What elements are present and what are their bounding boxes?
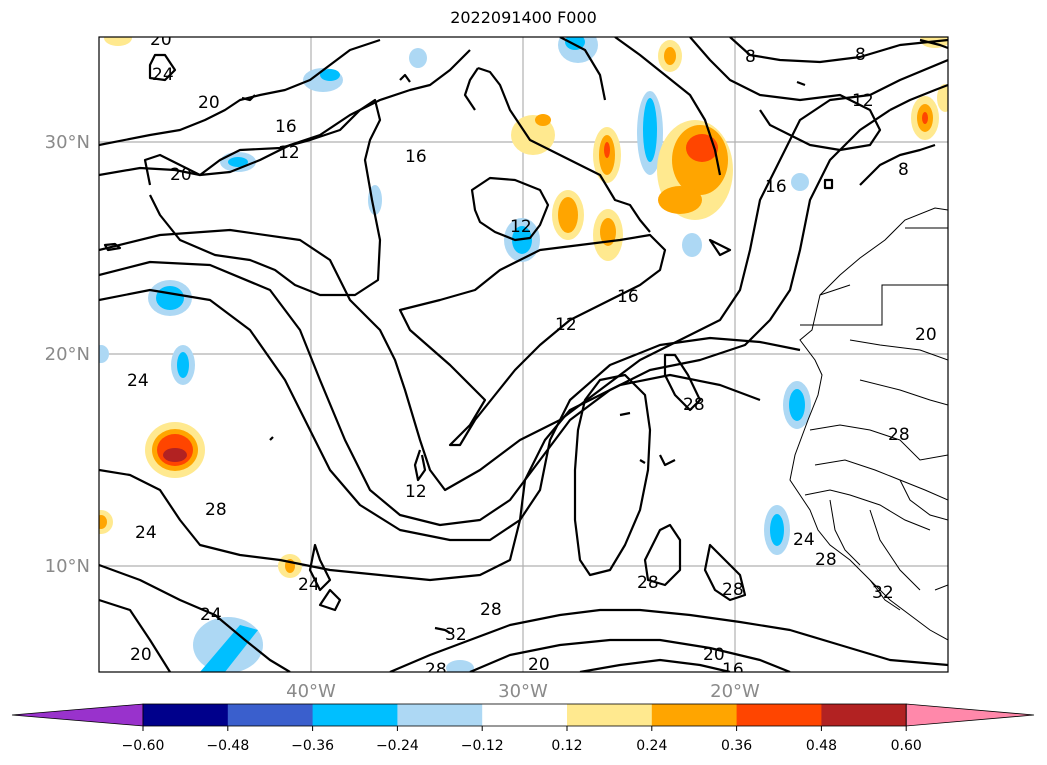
contour-label: 28: [888, 425, 910, 445]
colorbar-segment: [567, 704, 653, 726]
lon-label: 20°W: [710, 681, 760, 702]
colorbar-segment: [312, 704, 398, 726]
lat-label: 30°N: [45, 132, 90, 153]
colorbar-segment: [143, 704, 229, 726]
colorbar-outline: [142, 703, 907, 727]
lon-label: 30°W: [498, 681, 548, 702]
contour-label: 12: [278, 143, 300, 163]
contour-label: 16: [275, 117, 297, 137]
contour-label: 20: [528, 655, 550, 675]
colorbar-tick-label: 0.48: [806, 738, 837, 754]
contour-label: 20: [198, 93, 220, 113]
colorbar-tick-label: −0.48: [206, 738, 249, 754]
contour-label: 20: [150, 30, 172, 50]
contour-label: 28: [722, 580, 744, 600]
contour-label: 28: [425, 660, 447, 680]
contour-label-group: 20 24 20 16 12 20 16 12 16 8 8 12 8 16 1…: [127, 30, 937, 680]
contour-label: 16: [765, 177, 787, 197]
contour-label: 28: [637, 573, 659, 593]
coastlines: [789, 207, 948, 641]
colorbar-tick-label: −0.60: [122, 738, 165, 754]
contour-label: 12: [405, 482, 427, 502]
colorbar-tick-label: 0.60: [891, 738, 922, 754]
contour-label: 28: [480, 600, 502, 620]
colorbar-extend-low: [11, 703, 144, 727]
contour-label: 12: [555, 315, 577, 335]
colorbar: −0.60 −0.48 −0.36 −0.24 −0.12 0.12 0.24 0.36 0.4…: [11, 703, 1035, 754]
colorbar-extend-high: [905, 703, 1035, 727]
contour-label: 20: [170, 165, 192, 185]
colorbar-tick-label: −0.36: [291, 738, 334, 754]
contour-label: 20: [915, 325, 937, 345]
lat-label: 20°N: [45, 344, 90, 365]
contour-label: 28: [815, 550, 837, 570]
contour-label: 32: [445, 625, 467, 645]
contour-label: 28: [683, 395, 705, 415]
colorbar-segment: [651, 704, 738, 726]
colorbar-segment: [821, 704, 907, 726]
contour-label: 24: [127, 371, 149, 391]
colorbar-segment: [227, 704, 314, 726]
contour-label: 12: [852, 91, 874, 111]
contour-label: 8: [745, 47, 756, 67]
contour-lines: [99, 37, 948, 672]
contour-label: 24: [298, 575, 320, 595]
colorbar-tick-label: 0.24: [636, 738, 667, 754]
map-contents: 20 24 20 16 12 20 16 12 16 8 8 12 8 16 1…: [99, 30, 948, 680]
contour-label: 16: [722, 660, 744, 680]
contour-label: 20: [703, 645, 725, 665]
contour-label: 32: [872, 583, 894, 603]
colorbar-tick-label: −0.24: [376, 738, 419, 754]
contour-label: 8: [855, 45, 866, 65]
plot-title: 2022091400 F000: [450, 8, 597, 27]
contour-label: 20: [130, 645, 152, 665]
contour-label: 12: [510, 217, 532, 237]
lat-label: 10°N: [45, 556, 90, 577]
contour-label: 24: [200, 605, 222, 625]
contour-label: 8: [898, 160, 909, 180]
contour-label: 24: [152, 65, 174, 85]
contour-label: 24: [135, 523, 157, 543]
contour-label: 24: [793, 530, 815, 550]
colorbar-tick-label: 0.12: [551, 738, 582, 754]
colorbar-segment: [482, 704, 568, 726]
contour-label: 16: [405, 147, 427, 167]
colorbar-segment: [736, 704, 822, 726]
colorbar-segment: [397, 704, 483, 726]
colorbar-tick-label: −0.12: [461, 738, 504, 754]
contour-label: 16: [617, 287, 639, 307]
contour-label: 28: [205, 500, 227, 520]
lon-label: 40°W: [286, 681, 336, 702]
colorbar-tick-label: 0.36: [721, 738, 752, 754]
map-frame: [98, 36, 949, 673]
